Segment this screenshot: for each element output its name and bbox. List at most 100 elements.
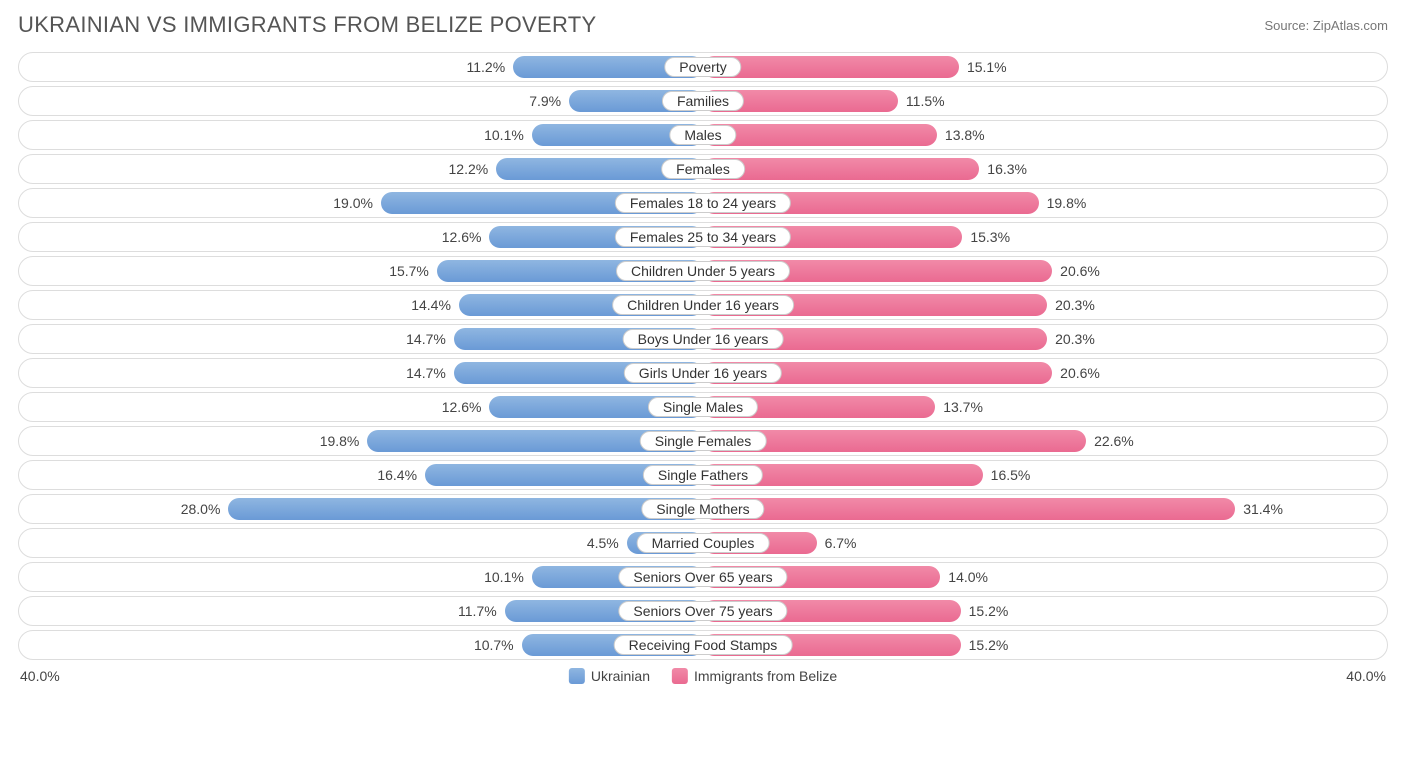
- value-right: 31.4%: [1243, 501, 1283, 517]
- value-left: 11.7%: [458, 603, 497, 619]
- value-left: 28.0%: [181, 501, 221, 517]
- bar-row-inner: 7.9% 11.5% Families: [25, 90, 1381, 112]
- value-right: 22.6%: [1094, 433, 1134, 449]
- value-right: 13.8%: [945, 127, 985, 143]
- category-label: Girls Under 16 years: [624, 363, 782, 383]
- chart-header: UKRAINIAN VS IMMIGRANTS FROM BELIZE POVE…: [18, 12, 1388, 38]
- bar-row: 12.6% 15.3% Females 25 to 34 years: [18, 222, 1388, 252]
- bar-row-inner: 10.1% 14.0% Seniors Over 65 years: [25, 566, 1381, 588]
- value-right: 11.5%: [906, 93, 945, 109]
- category-label: Families: [662, 91, 744, 111]
- bar-row: 19.0% 19.8% Females 18 to 24 years: [18, 188, 1388, 218]
- category-label: Seniors Over 75 years: [618, 601, 787, 621]
- value-right: 14.0%: [948, 569, 988, 585]
- category-label: Single Females: [640, 431, 767, 451]
- bar-row-inner: 16.4%16.5%Single Fathers: [25, 464, 1381, 486]
- bar-row-inner: 14.4% 20.3% Children Under 16 years: [25, 294, 1381, 316]
- bar-row-inner: 14.7% 20.6% Girls Under 16 years: [25, 362, 1381, 384]
- bar-row-inner: 11.7%15.2%Seniors Over 75 years: [25, 600, 1381, 622]
- value-right: 13.7%: [943, 399, 983, 415]
- value-right: 20.3%: [1055, 331, 1095, 347]
- category-label: Poverty: [664, 57, 741, 77]
- bar-row-inner: 15.7% 20.6% Children Under 5 years: [25, 260, 1381, 282]
- value-left: 16.4%: [377, 467, 417, 483]
- legend-label: Immigrants from Belize: [694, 668, 837, 684]
- category-label: Married Couples: [637, 533, 770, 553]
- bar-row: 14.4% 20.3% Children Under 16 years: [18, 290, 1388, 320]
- bar-row-inner: 14.7% 20.3% Boys Under 16 years: [25, 328, 1381, 350]
- value-left: 7.9%: [529, 93, 561, 109]
- value-right: 20.6%: [1060, 263, 1100, 279]
- legend-item-belize: Immigrants from Belize: [672, 668, 837, 684]
- bar-row: 10.1% 13.8% Males: [18, 120, 1388, 150]
- value-left: 11.2%: [467, 59, 506, 75]
- value-right: 6.7%: [825, 535, 857, 551]
- category-label: Seniors Over 65 years: [618, 567, 787, 587]
- bar-row: 12.2% 16.3% Females: [18, 154, 1388, 184]
- bar-row-inner: 11.2% 15.1% Poverty: [25, 56, 1381, 78]
- category-label: Females: [661, 159, 745, 179]
- value-right: 15.3%: [970, 229, 1010, 245]
- category-label: Single Mothers: [641, 499, 764, 519]
- value-left: 19.8%: [320, 433, 360, 449]
- bar-right: [703, 498, 1235, 520]
- legend-label: Ukrainian: [591, 668, 650, 684]
- value-left: 10.1%: [484, 127, 524, 143]
- bar-row: 10.1% 14.0% Seniors Over 65 years: [18, 562, 1388, 592]
- value-right: 19.8%: [1047, 195, 1087, 211]
- value-left: 14.4%: [411, 297, 451, 313]
- source-link[interactable]: ZipAtlas.com: [1313, 18, 1388, 33]
- bar-row: 11.7%15.2%Seniors Over 75 years: [18, 596, 1388, 626]
- value-left: 14.7%: [406, 365, 446, 381]
- bar-row: 16.4%16.5%Single Fathers: [18, 460, 1388, 490]
- bar-row: 14.7% 20.3% Boys Under 16 years: [18, 324, 1388, 354]
- bar-row: 4.5%6.7%Married Couples: [18, 528, 1388, 558]
- value-left: 12.2%: [449, 161, 489, 177]
- category-label: Females 18 to 24 years: [615, 193, 791, 213]
- value-left: 12.6%: [442, 399, 482, 415]
- value-left: 10.1%: [484, 569, 524, 585]
- bar-row-inner: 4.5%6.7%Married Couples: [25, 532, 1381, 554]
- legend: Ukrainian Immigrants from Belize: [569, 668, 837, 684]
- diverging-bar-chart: 11.2%15.1%Poverty7.9%11.5%Families10.1%1…: [18, 52, 1388, 660]
- chart-title: UKRAINIAN VS IMMIGRANTS FROM BELIZE POVE…: [18, 12, 596, 38]
- bar-row-inner: 19.8% 22.6% Single Females: [25, 430, 1381, 452]
- legend-item-ukrainian: Ukrainian: [569, 668, 650, 684]
- bar-right: [703, 56, 959, 78]
- value-right: 20.6%: [1060, 365, 1100, 381]
- value-left: 14.7%: [406, 331, 446, 347]
- bar-row: 10.7% 15.2% Receiving Food Stamps: [18, 630, 1388, 660]
- bar-row: 11.2% 15.1% Poverty: [18, 52, 1388, 82]
- axis-max-left: 40.0%: [20, 668, 60, 684]
- bar-row: 15.7% 20.6% Children Under 5 years: [18, 256, 1388, 286]
- value-left: 15.7%: [389, 263, 429, 279]
- category-label: Males: [669, 125, 736, 145]
- bar-row: 7.9% 11.5% Families: [18, 86, 1388, 116]
- chart-source: Source: ZipAtlas.com: [1264, 18, 1388, 33]
- category-label: Single Fathers: [643, 465, 763, 485]
- bar-row-inner: 12.6% 15.3% Females 25 to 34 years: [25, 226, 1381, 248]
- value-right: 20.3%: [1055, 297, 1095, 313]
- bar-row: 14.7% 20.6% Girls Under 16 years: [18, 358, 1388, 388]
- bar-row-inner: 10.1% 13.8% Males: [25, 124, 1381, 146]
- category-label: Children Under 5 years: [616, 261, 790, 281]
- value-left: 12.6%: [442, 229, 482, 245]
- bar-row-inner: 10.7% 15.2% Receiving Food Stamps: [25, 634, 1381, 656]
- category-label: Children Under 16 years: [612, 295, 794, 315]
- value-left: 10.7%: [474, 637, 514, 653]
- legend-swatch-pink: [672, 668, 688, 684]
- bar-row: 19.8% 22.6% Single Females: [18, 426, 1388, 456]
- category-label: Receiving Food Stamps: [614, 635, 793, 655]
- source-prefix: Source:: [1264, 18, 1312, 33]
- category-label: Females 25 to 34 years: [615, 227, 791, 247]
- value-right: 15.2%: [969, 637, 1009, 653]
- bar-row-inner: 12.2% 16.3% Females: [25, 158, 1381, 180]
- category-label: Boys Under 16 years: [623, 329, 784, 349]
- bar-right: [703, 124, 937, 146]
- bar-row-inner: 12.6%13.7%Single Males: [25, 396, 1381, 418]
- value-right: 16.3%: [987, 161, 1027, 177]
- chart-footer: 40.0% Ukrainian Immigrants from Belize 4…: [18, 666, 1388, 690]
- value-right: 15.1%: [967, 59, 1007, 75]
- legend-swatch-blue: [569, 668, 585, 684]
- value-left: 19.0%: [333, 195, 373, 211]
